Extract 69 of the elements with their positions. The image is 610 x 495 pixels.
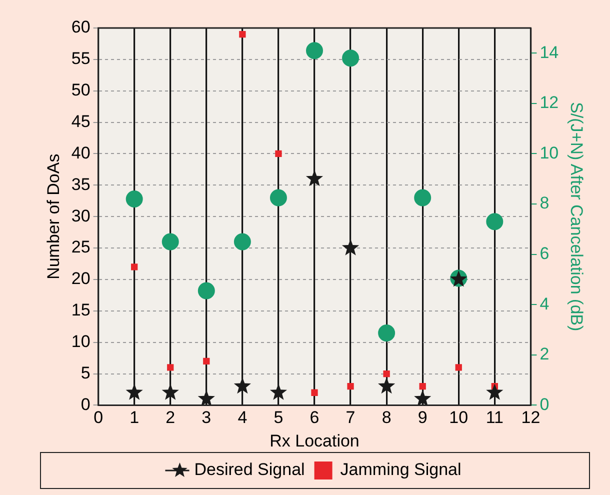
point (198, 390, 215, 406)
point (234, 377, 251, 394)
point (414, 189, 432, 206)
point (455, 364, 462, 371)
y-tick-label: 10 (71, 332, 90, 352)
y-tick-label: 60 (71, 18, 90, 37)
point (131, 264, 138, 270)
x-tick-label: 2 (166, 408, 176, 428)
y2-tick-label: 8 (540, 194, 550, 213)
y2-axis-title: S/(J+N) After Cancelation (dB) (567, 102, 586, 332)
point (419, 383, 426, 390)
point (270, 189, 287, 206)
point (342, 239, 360, 256)
point (234, 233, 251, 250)
x-tick-label: 0 (94, 408, 104, 428)
point (486, 213, 504, 230)
point (306, 42, 323, 60)
y-tick-label: 30 (71, 206, 90, 226)
point (347, 383, 354, 390)
x-tick-label: 1 (130, 408, 140, 428)
x-tick-label: 12 (521, 408, 540, 428)
y-tick-label: 0 (80, 394, 90, 414)
point (270, 384, 288, 400)
y2-tick-label: 6 (540, 244, 550, 264)
y-axis-title: Number of DoAs (44, 154, 63, 280)
legend-label: Desired Signal (194, 460, 305, 480)
x-tick-label: 8 (382, 408, 392, 428)
point (311, 389, 318, 396)
point (486, 384, 504, 400)
y2-tick-label: 14 (540, 42, 559, 62)
x-tick-label: 9 (418, 408, 428, 428)
point (126, 190, 143, 208)
point (203, 358, 210, 365)
y2-tick-label: 4 (540, 294, 550, 314)
point (239, 30, 246, 38)
x-axis-title: Rx Location (270, 431, 360, 450)
y2-tick-label: 0 (540, 394, 550, 414)
x-tick-label: 10 (449, 408, 468, 428)
y-tick-label: 25 (71, 238, 90, 257)
point (198, 282, 215, 300)
point (162, 233, 179, 250)
legend-label: Jamming Signal (340, 460, 462, 480)
x-tick-label: 4 (238, 408, 248, 428)
y2-tick-label: 10 (540, 143, 559, 162)
y-tick-label: 55 (71, 49, 90, 68)
y-tick-label: 15 (71, 300, 90, 320)
x-tick-label: 7 (346, 408, 356, 428)
x-tick-label: 6 (310, 408, 320, 428)
y2-tick-label: 12 (540, 93, 559, 112)
point (162, 384, 179, 400)
point (167, 364, 174, 371)
y2-tick-label: 2 (540, 344, 550, 364)
point (126, 384, 143, 400)
y-tick-label: 40 (71, 143, 90, 162)
y-tick-label: 5 (80, 363, 90, 382)
point (383, 370, 390, 378)
x-tick-label: 3 (202, 408, 212, 428)
point (306, 170, 324, 186)
x-tick-label: 11 (486, 408, 504, 428)
y-tick-label: 50 (71, 80, 90, 100)
point (378, 324, 396, 342)
y-tick-label: 35 (71, 174, 90, 194)
point (378, 377, 396, 394)
y-tick-label: 20 (71, 269, 90, 288)
point (275, 150, 282, 158)
x-tick-label: 5 (274, 408, 284, 428)
point (414, 390, 432, 406)
y-tick-label: 45 (71, 112, 90, 131)
point (342, 50, 360, 67)
